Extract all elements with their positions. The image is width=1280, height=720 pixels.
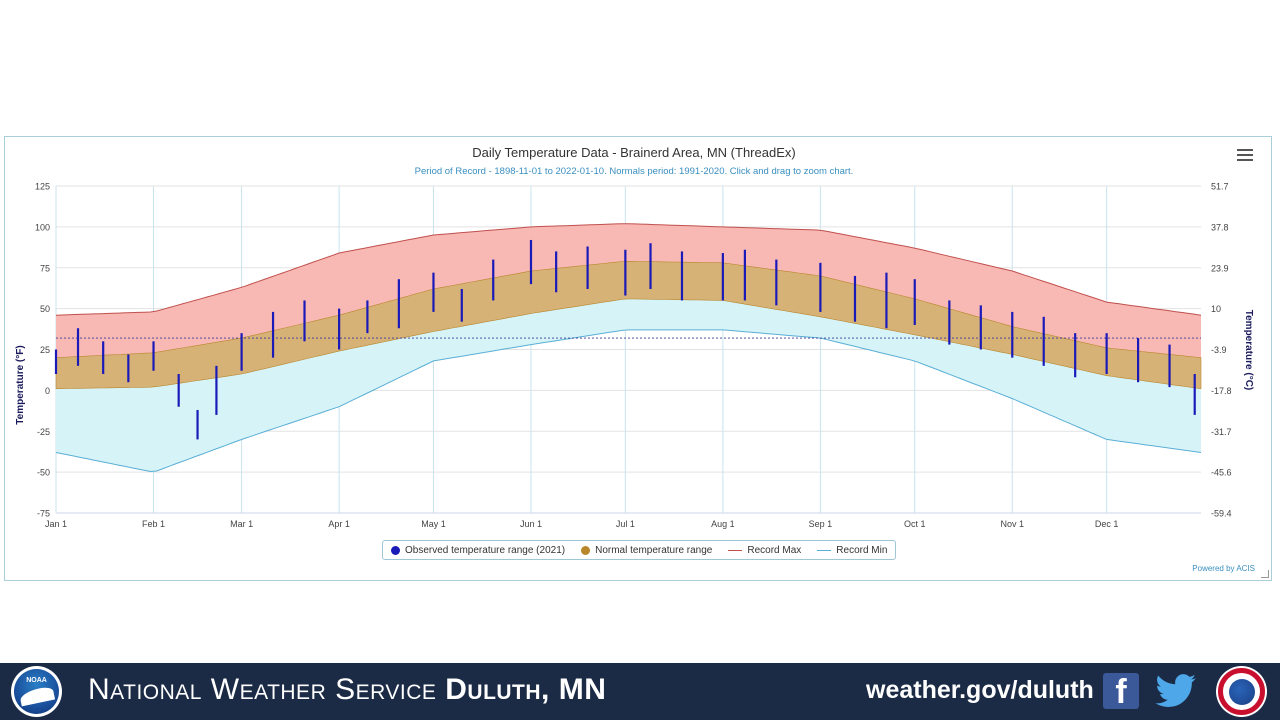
x-tick-label: Oct 1 [904,519,926,529]
nws-logo-icon [1216,666,1267,717]
legend-item-record-max[interactable]: Record Max [728,545,801,556]
x-tick-label: Jul 1 [616,519,635,529]
x-tick-label: Apr 1 [328,519,350,529]
legend-item-observed[interactable]: Observed temperature range (2021) [391,545,565,556]
chart-container[interactable]: Daily Temperature Data - Brainerd Area, … [4,136,1272,581]
record-max-fill-area [56,223,1201,358]
y-tick-label-left: -50 [37,468,50,478]
y-tick-label-right: -59.4 [1211,509,1232,519]
y-tick-label-left: 125 [35,182,50,192]
y-tick-label-left: -75 [37,509,50,519]
legend-label-record-max: Record Max [747,544,802,556]
twitter-icon[interactable] [1153,674,1199,710]
legend-label-record-min: Record Min [836,544,888,556]
normal-range-area [55,260,1202,390]
x-tick-label: Aug 1 [711,519,735,529]
y-tick-label-left: 25 [40,345,50,355]
y-tick-label-right: 51.7 [1211,182,1229,192]
record-max-line [55,223,1202,316]
y-tick-label-right: 10 [1211,304,1221,314]
legend-marker-observed [391,545,400,555]
x-tick-label: Dec 1 [1095,519,1119,529]
chart-menu-icon[interactable] [1237,149,1253,161]
y-axis-label-left: Temperature (°F) [15,345,26,424]
legend-marker-normal [581,545,591,555]
legend-marker-record-min [817,549,832,551]
y-tick-label-left: 50 [40,304,50,314]
agency-name: National Weather Service [88,673,437,706]
noaa-logo-text: NOAA [26,677,47,684]
x-tick-label: Feb 1 [142,519,165,529]
y-tick-label-right: -31.7 [1211,427,1232,437]
legend-marker-record-max [728,549,743,551]
nws-footer-banner: NOAA National Weather Service Duluth, MN… [0,663,1280,720]
legend-label-normal: Normal temperature range [595,544,713,556]
plot-area[interactable]: 125 51.7 100 37.8 75 23.9 50 10 25 -3.9 0 -17.8 -25 -… [35,182,1232,530]
x-tick-label: Jan 1 [45,519,67,529]
x-tick-label: Nov 1 [1001,519,1025,529]
legend-label-observed: Observed temperature range (2021) [405,544,566,556]
y-tick-label-right: -45.6 [1211,468,1232,478]
y-tick-label-left: -25 [37,427,50,437]
resize-grip-icon[interactable] [1261,570,1269,578]
y-tick-label-right: 37.8 [1211,222,1229,232]
y-tick-label-right: -17.8 [1211,386,1232,396]
y-tick-label-left: 0 [45,386,50,396]
website-url[interactable]: weather.gov/duluth [866,676,1094,704]
y-tick-label-left: 75 [40,263,50,273]
acis-credit-link[interactable]: Powered by ACIS [1192,564,1255,573]
record-min-fill-area [56,298,1201,472]
noaa-logo-icon: NOAA [11,666,62,717]
y-tick-label-right: -3.9 [1211,345,1227,355]
y-axis-label-right: Temperature (°C) [1243,310,1254,391]
x-tick-label: Mar 1 [230,519,253,529]
agency-title: National Weather Service Duluth, MN [88,673,606,707]
chart-subtitle: Period of Record - 1898-11-01 to 2022-01… [415,166,854,177]
y-tick-label-left: 100 [35,222,50,232]
x-tick-label: Jun 1 [520,519,542,529]
y-tick-label-right: 23.9 [1211,263,1229,273]
x-tick-label: Sep 1 [809,519,833,529]
legend-item-normal[interactable]: Normal temperature range [581,545,712,556]
chart-legend: Observed temperature range (2021) Normal… [382,540,897,560]
chart-title: Daily Temperature Data - Brainerd Area, … [472,145,795,160]
record-min-line [55,329,1202,473]
x-tick-label: May 1 [421,519,446,529]
office-name: Duluth, MN [445,673,607,706]
temperature-chart[interactable]: Daily Temperature Data - Brainerd Area, … [5,137,1271,580]
legend-item-record-min[interactable]: Record Min [817,545,887,556]
facebook-icon[interactable]: f [1103,673,1139,709]
